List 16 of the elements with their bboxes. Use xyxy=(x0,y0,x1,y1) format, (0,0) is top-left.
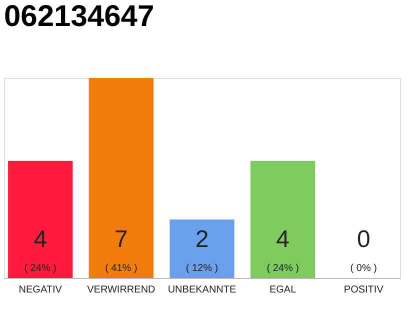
x-tick-label: NEGATIV xyxy=(18,284,62,296)
data-label: ( 41% ) xyxy=(105,263,138,274)
annotation: 7 xyxy=(114,226,128,253)
x-tick-label: UNBEKANNTE xyxy=(168,284,236,296)
x-tick-label: POSITIV xyxy=(344,284,384,296)
chart-title: 062134647 xyxy=(4,0,154,33)
annotation: 2 xyxy=(195,226,209,253)
data-label: ( 12% ) xyxy=(186,263,218,274)
x-tick-label: VERWIRREND xyxy=(87,284,156,296)
x-tick-label: EGAL xyxy=(269,284,297,296)
annotation: 0 xyxy=(356,226,370,253)
data-label: ( 24% ) xyxy=(266,263,299,274)
annotation: 4 xyxy=(34,226,48,253)
data-label: ( 24% ) xyxy=(24,263,56,274)
data-label: ( 0% ) xyxy=(350,263,377,274)
annotation: 4 xyxy=(276,226,290,253)
